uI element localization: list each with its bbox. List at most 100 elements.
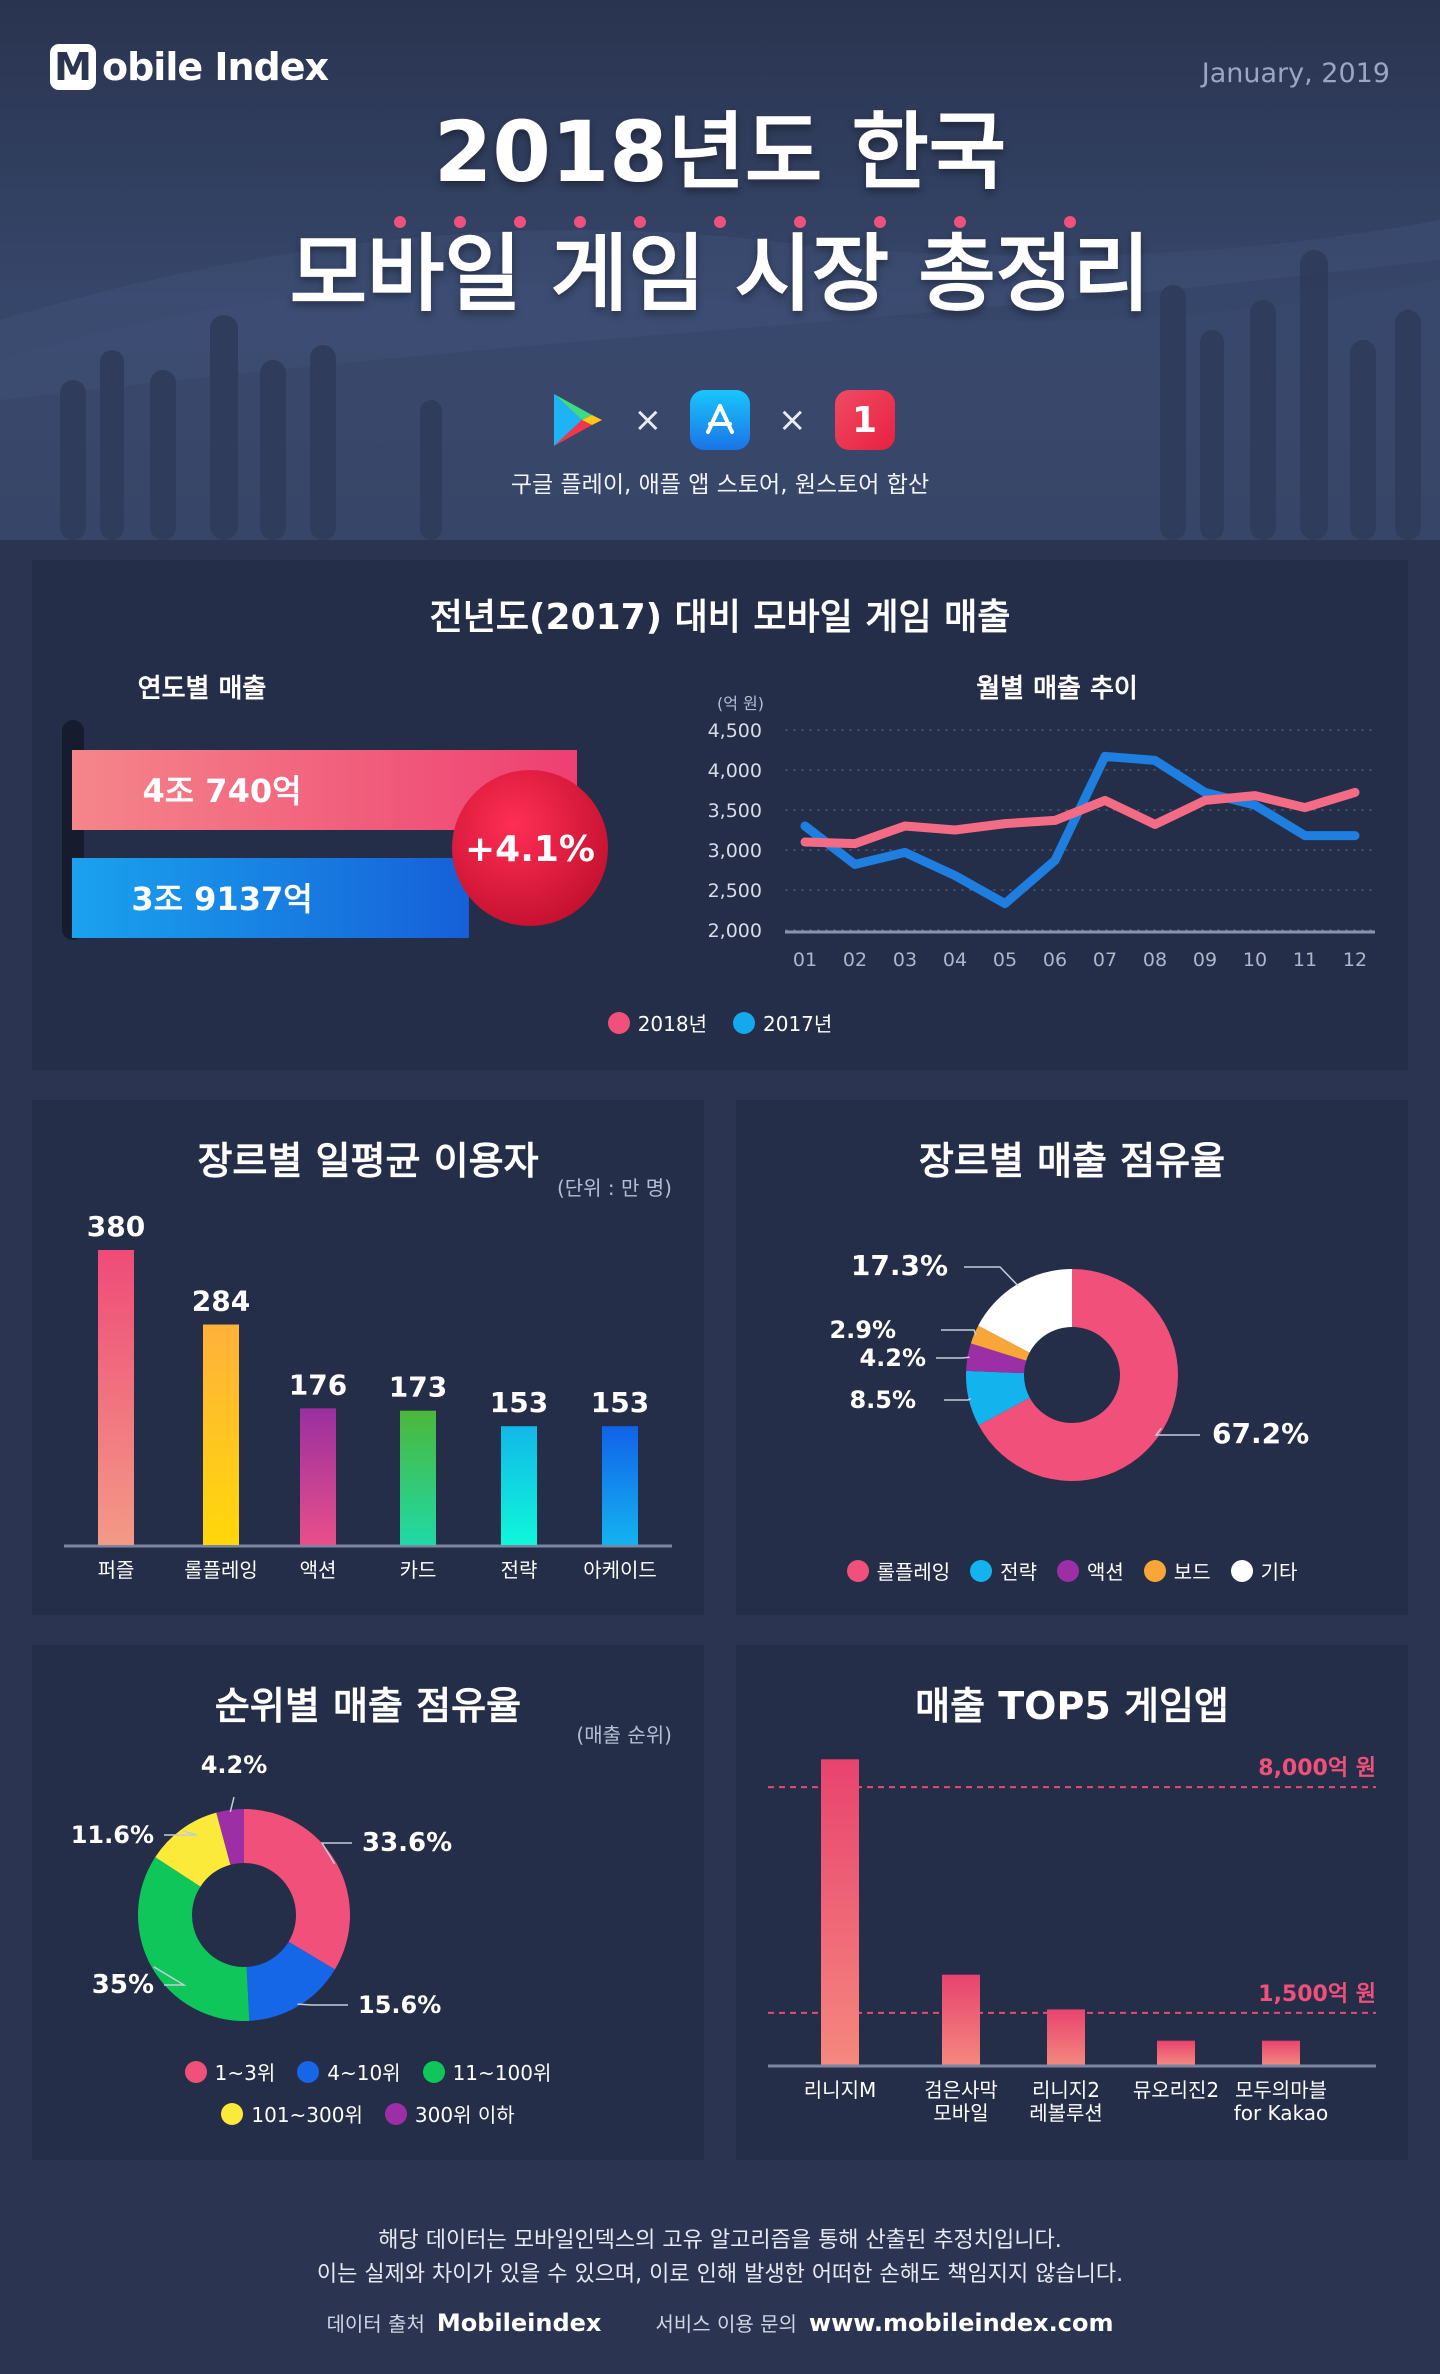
legend-item: 11~100위 (422, 2057, 551, 2086)
leader-line (229, 1796, 235, 1813)
genre-users-panel: 장르별 일평균 이용자 (단위 : 만 명) (32, 1100, 704, 1615)
leader-line (936, 1356, 970, 1359)
source-value: Mobileindex (436, 2309, 602, 2337)
title-dots-decoration (394, 216, 1076, 228)
app-store-icon (690, 390, 750, 450)
donut-value-label: 17.3% (851, 1249, 948, 1282)
legend-swatch (184, 2060, 207, 2083)
x-tick-label: 08 (1143, 949, 1167, 971)
genre-category-label: 퍼즐 (98, 1558, 135, 1582)
section2-title: 장르별 일평균 이용자 (197, 1139, 539, 1183)
top5-bar (1262, 2040, 1300, 2065)
store-separator: × (778, 400, 807, 440)
top5-category-label: 모바일 (933, 2101, 988, 2125)
logo-letter: M (50, 44, 96, 90)
genre-bar (501, 1426, 537, 1545)
donut-slice-4~10위 (246, 1941, 335, 2021)
legend-label: 보드 (1173, 1560, 1211, 1584)
y-tick-label: 4,000 (708, 760, 762, 782)
series-line-2018년 (800, 787, 1360, 849)
genre-value-label: 153 (490, 1386, 548, 1419)
leader-line (1154, 1427, 1200, 1436)
genre-value-label: 153 (591, 1386, 649, 1419)
genre-category-label: 롤플레잉 (184, 1558, 258, 1582)
donut-slice-11~100위 (138, 1857, 250, 2021)
y-tick-label: 2,500 (708, 880, 762, 902)
disclaimer-line1: 해당 데이터는 모바일인덱스의 고유 알고리즘을 통해 산출된 추정치입니다. (378, 2228, 1062, 2253)
annual-bar-label: 4조 740억 (142, 772, 301, 810)
legend-label: 액션 (1086, 1560, 1124, 1584)
x-tick-label: 10 (1243, 949, 1267, 971)
leader-line (153, 1966, 187, 1986)
genre-value-label: 380 (87, 1210, 145, 1243)
contact-link[interactable]: www.mobileindex.com (808, 2309, 1114, 2337)
annual-bar (72, 858, 469, 938)
legend-swatch (1056, 1559, 1079, 1582)
genre-value-label: 173 (389, 1371, 447, 1404)
x-tick-label: 09 (1193, 949, 1217, 971)
reference-line-label: 1,500억 원 (1258, 1982, 1376, 2007)
legend-swatch (846, 1559, 869, 1582)
legend-label: 101~300위 (251, 2103, 363, 2127)
genre-value-label: 176 (289, 1368, 347, 1401)
legend-item: 기타 (1230, 1556, 1298, 1585)
y-tick-label: 2,000 (708, 920, 762, 942)
legend-swatch (297, 2060, 320, 2083)
monthly-line-chart: 4,500 4,000 3,500 3,000 2,500 2,000 01 02 03 04 05… (708, 720, 1375, 971)
top5-category-label: 레볼루션 (1029, 2101, 1103, 2125)
legend-label: 기타 (1260, 1560, 1298, 1584)
top5-category-label: for Kakao (1234, 2101, 1329, 2125)
leader-line (297, 2003, 348, 2006)
store-separator: × (633, 400, 663, 440)
section4-title: 순위별 매출 점유율 (214, 1684, 522, 1728)
legend-swatch (607, 1011, 630, 1034)
section4-unit: (매출 순위) (576, 1723, 672, 1747)
annual-bar-label: 3조 9137억 (131, 880, 312, 918)
legend-item: 전략 (970, 1556, 1037, 1585)
donut-value-label: 33.6% (362, 1828, 452, 1858)
legend-item: 2018년 (607, 1008, 707, 1037)
mobileindex-logo[interactable]: M obile Index (50, 44, 329, 90)
legend-item: 1~3위 (184, 2057, 275, 2086)
leader-line (164, 1830, 198, 1836)
report-date: January, 2019 (1201, 58, 1390, 89)
genre-bar (300, 1408, 336, 1545)
legend-label: 2017년 (763, 1012, 833, 1036)
section3-legend: 롤플레잉 전략 액션 보드 기타 (736, 1556, 1408, 1585)
section5-title: 매출 TOP5 게임앱 (915, 1684, 1229, 1728)
top5-category-label: 모두의마블 (1235, 2078, 1327, 2102)
leader-line (964, 1266, 1019, 1287)
legend-label: 4~10위 (327, 2061, 401, 2085)
genre-users-chart: 380 퍼즐 284 롤플레잉 176 액션 173 카드 153 전략 153 아케이드 (64, 1210, 672, 1582)
genre-share-panel: 장르별 매출 점유율 롤플레잉 전략 액션 보드 기타 (736, 1100, 1408, 1615)
x-tick-label: 06 (1043, 949, 1067, 971)
donut-value-label: 2.9% (829, 1316, 896, 1344)
top5-category-label: 뮤오리진2 (1133, 2078, 1219, 2102)
leader-line (944, 1397, 972, 1401)
genre-bar (98, 1250, 134, 1545)
legend-label: 300위 이하 (414, 2103, 515, 2127)
legend-item: 2017년 (733, 1008, 832, 1037)
section3-title: 장르별 매출 점유율 (918, 1139, 1226, 1183)
growth-badge-circle (452, 770, 608, 926)
logo-text: obile Index (102, 45, 329, 89)
genre-category-label: 액션 (300, 1558, 337, 1582)
one-store-icon: 1 (834, 390, 895, 450)
donut-value-label: 15.6% (358, 1991, 441, 2019)
legend-swatch (384, 2102, 407, 2125)
donut-value-label: 8.5% (849, 1386, 916, 1414)
legend-swatch (1143, 1559, 1166, 1582)
contact-label: 서비스 이용 문의 (655, 2312, 797, 2336)
annual-revenue-chart: 4조 740억 3조 9137억 +4.1% (62, 720, 608, 940)
genre-category-label: 아케이드 (583, 1558, 657, 1582)
top5-bar (942, 1974, 980, 2065)
donut-value-label: 11.6% (71, 1821, 154, 1849)
section1-title: 전년도(2017) 대비 모바일 게임 매출 (429, 597, 1011, 638)
top5-category-label: 검은사막 (924, 2078, 998, 2102)
google-play-icon (546, 390, 606, 450)
top5-bar (1047, 2009, 1085, 2065)
genre-category-label: 카드 (400, 1558, 437, 1582)
legend-item: 롤플레잉 (846, 1556, 951, 1585)
legend-label: 롤플레잉 (876, 1560, 951, 1584)
